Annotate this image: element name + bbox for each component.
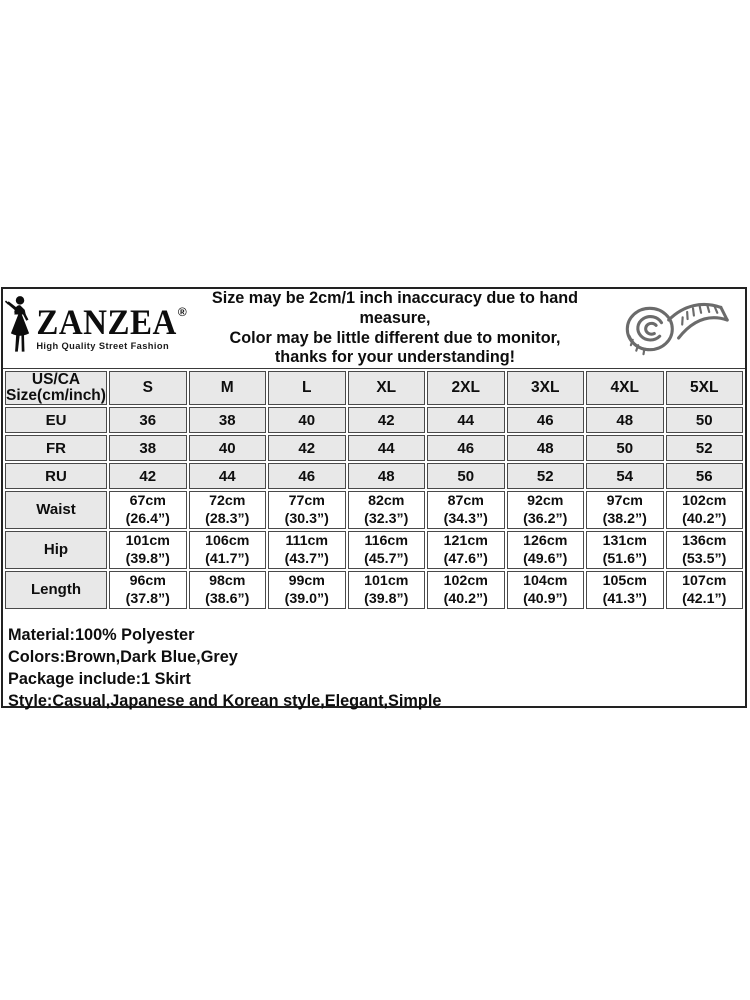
table-row-waist: Waist 67cm (26.4”) 72cm (28.3”) 77cm (30… bbox=[5, 491, 743, 529]
table-cell: 131cm (51.6”) bbox=[586, 531, 664, 569]
size-column-header: S bbox=[109, 371, 187, 405]
table-cell: 67cm (26.4”) bbox=[109, 491, 187, 529]
table-cell: 98cm (38.6”) bbox=[188, 571, 266, 609]
size-column-header: XL bbox=[347, 371, 425, 405]
size-table-header-row: US/CA Size(cm/inch) S M L XL 2XL 3XL 4XL… bbox=[5, 371, 743, 405]
table-cell: 96cm (37.8”) bbox=[109, 571, 187, 609]
table-cell: 50 bbox=[427, 463, 505, 489]
table-cell: 106cm (41.7”) bbox=[188, 531, 266, 569]
table-cell: 38 bbox=[188, 407, 266, 433]
header-band: ZANZEA ® High Quality Street Fashion Siz… bbox=[3, 289, 745, 369]
table-cell: 50 bbox=[586, 435, 664, 461]
product-info: Material:100% Polyester Colors:Brown,Dar… bbox=[3, 611, 745, 710]
size-chart-sheet: ZANZEA ® High Quality Street Fashion Siz… bbox=[1, 287, 747, 710]
table-cell: 99cm (39.0”) bbox=[268, 571, 346, 609]
table-cell: 44 bbox=[427, 407, 505, 433]
table-cell: 52 bbox=[665, 435, 743, 461]
size-column-header: 5XL bbox=[665, 371, 743, 405]
table-cell: 92cm (36.2”) bbox=[506, 491, 584, 529]
table-cell: 44 bbox=[347, 435, 425, 461]
table-row-hip: Hip 101cm (39.8”) 106cm (41.7”) 111cm (4… bbox=[5, 531, 743, 569]
row-label: Waist bbox=[5, 491, 107, 529]
table-cell: 87cm (34.3”) bbox=[427, 491, 505, 529]
table-cell: 36 bbox=[109, 407, 187, 433]
table-cell: 56 bbox=[665, 463, 743, 489]
row-label: FR bbox=[5, 435, 107, 461]
row-label: RU bbox=[5, 463, 107, 489]
size-column-header: 3XL bbox=[506, 371, 584, 405]
table-cell: 50 bbox=[665, 407, 743, 433]
table-cell: 44 bbox=[188, 463, 266, 489]
table-cell: 42 bbox=[347, 407, 425, 433]
table-cell: 126cm (49.6”) bbox=[506, 531, 584, 569]
brand-tagline: High Quality Street Fashion bbox=[36, 340, 170, 351]
table-cell: 105cm (41.3”) bbox=[586, 571, 664, 609]
table-cell: 82cm (32.3”) bbox=[347, 491, 425, 529]
table-cell: 97cm (38.2”) bbox=[586, 491, 664, 529]
package-line: Package include:1 Skirt bbox=[8, 670, 191, 688]
row-label: EU bbox=[5, 407, 107, 433]
table-cell: 46 bbox=[506, 407, 584, 433]
table-cell: 40 bbox=[268, 407, 346, 433]
notice-line: thanks for your understanding! bbox=[274, 348, 516, 367]
table-cell: 111cm (43.7”) bbox=[268, 531, 346, 569]
table-cell: 104cm (40.9”) bbox=[506, 571, 584, 609]
table-cell: 121cm (47.6”) bbox=[427, 531, 505, 569]
material-line: Material:100% Polyester bbox=[8, 626, 195, 644]
table-row-eu: EU 36 38 40 42 44 46 48 50 bbox=[5, 407, 743, 433]
table-cell: 102cm (40.2”) bbox=[427, 571, 505, 609]
registered-trademark-mark: ® bbox=[177, 304, 187, 319]
woman-silhouette-icon bbox=[1, 295, 35, 362]
table-cell: 40 bbox=[188, 435, 266, 461]
corner-header-cell: US/CA Size(cm/inch) bbox=[5, 371, 107, 405]
table-cell: 77cm (30.3”) bbox=[268, 491, 346, 529]
table-cell: 136cm (53.5”) bbox=[665, 531, 743, 569]
table-cell: 46 bbox=[268, 463, 346, 489]
table-cell: 48 bbox=[586, 407, 664, 433]
colors-line: Colors:Brown,Dark Blue,Grey bbox=[8, 648, 238, 666]
table-cell: 101cm (39.8”) bbox=[109, 531, 187, 569]
table-cell: 42 bbox=[109, 463, 187, 489]
measure-notice: Size may be 2cm/1 inch inaccuracy due to… bbox=[185, 289, 605, 368]
table-cell: 52 bbox=[506, 463, 584, 489]
table-row-length: Length 96cm (37.8”) 98cm (38.6”) 99cm (3… bbox=[5, 571, 743, 609]
row-label: Hip bbox=[5, 531, 107, 569]
table-row-ru: RU 42 44 46 48 50 52 54 56 bbox=[5, 463, 743, 489]
notice-line: Color may be little different due to mon… bbox=[229, 328, 561, 347]
size-column-header: 4XL bbox=[586, 371, 664, 405]
table-cell: 107cm (42.1”) bbox=[665, 571, 743, 609]
size-column-header: M bbox=[188, 371, 266, 405]
table-cell: 48 bbox=[347, 463, 425, 489]
notice-line: Size may be 2cm/1 inch inaccuracy due to… bbox=[211, 289, 579, 327]
row-label: Length bbox=[5, 571, 107, 609]
size-column-header: L bbox=[268, 371, 346, 405]
table-cell: 72cm (28.3”) bbox=[188, 491, 266, 529]
table-cell: 101cm (39.8”) bbox=[347, 571, 425, 609]
size-table: US/CA Size(cm/inch) S M L XL 2XL 3XL 4XL… bbox=[3, 369, 745, 611]
table-cell: 54 bbox=[586, 463, 664, 489]
table-row-fr: FR 38 40 42 44 46 48 50 52 bbox=[5, 435, 743, 461]
table-cell: 116cm (45.7”) bbox=[347, 531, 425, 569]
table-cell: 38 bbox=[109, 435, 187, 461]
style-line: Style:Casual,Japanese and Korean style,E… bbox=[8, 692, 442, 710]
table-cell: 102cm (40.2”) bbox=[665, 491, 743, 529]
table-cell: 42 bbox=[268, 435, 346, 461]
table-cell: 48 bbox=[506, 435, 584, 461]
table-cell: 46 bbox=[427, 435, 505, 461]
brand-text-block: ZANZEA ® High Quality Street Fashion bbox=[36, 303, 187, 351]
size-column-header: 2XL bbox=[427, 371, 505, 405]
brand-logo: ZANZEA ® High Quality Street Fashion bbox=[1, 295, 187, 362]
brand-name: ZANZEA bbox=[36, 303, 177, 342]
measuring-tape-icon bbox=[605, 293, 745, 365]
